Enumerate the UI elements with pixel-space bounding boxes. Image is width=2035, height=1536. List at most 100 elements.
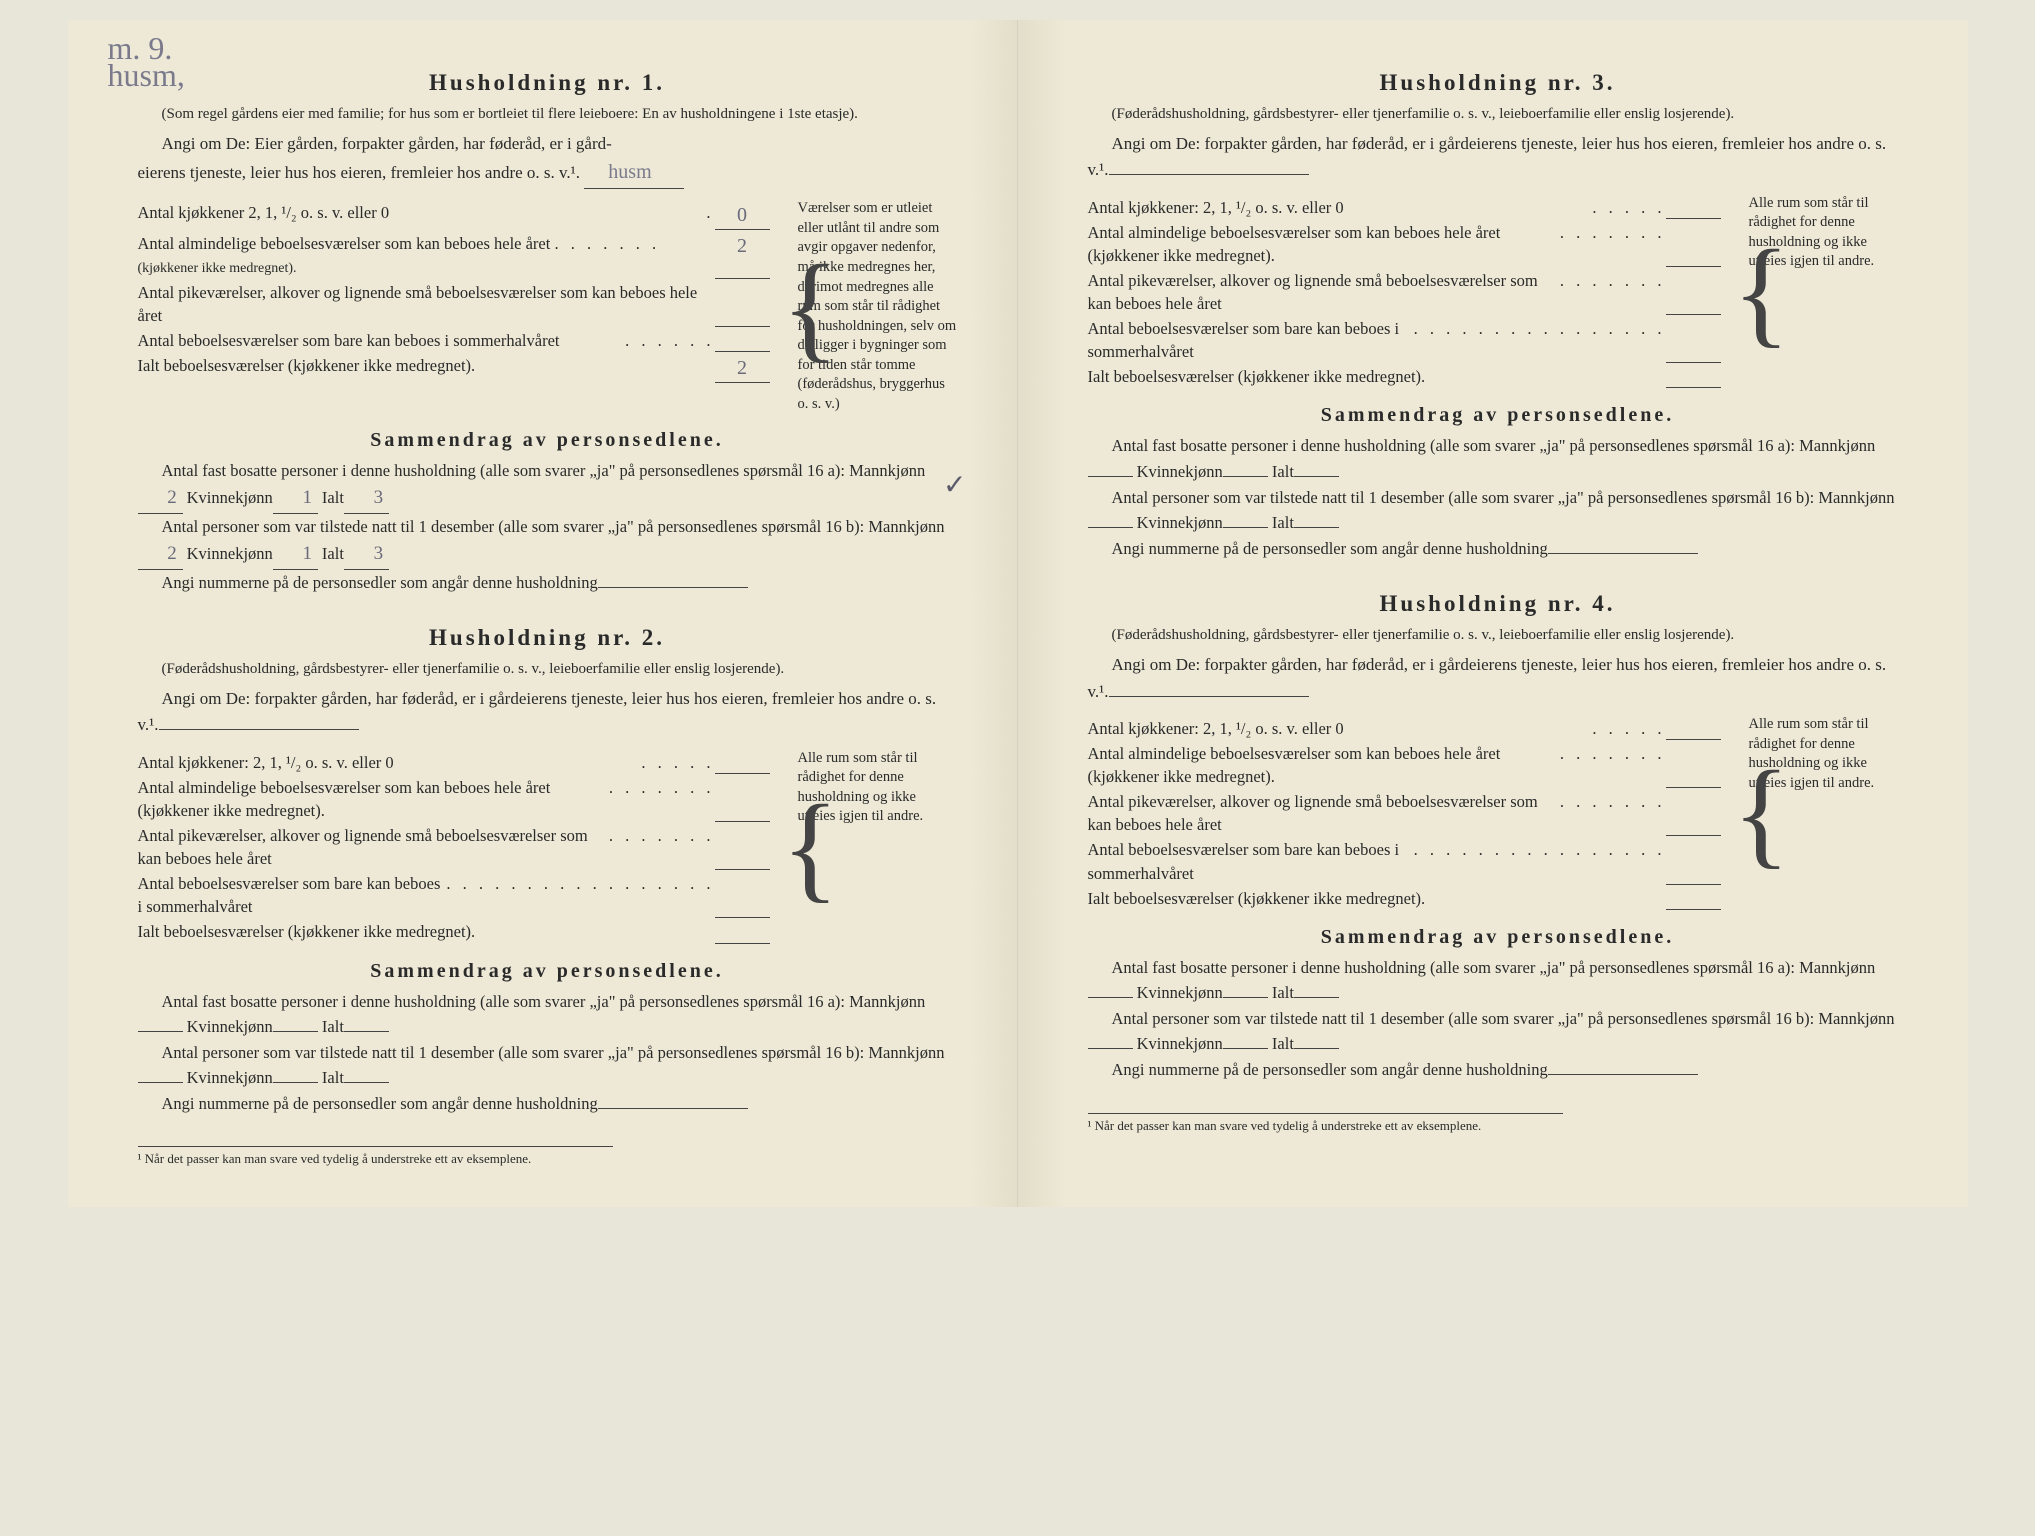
row-value: 0 [715,201,770,230]
rooms-block: Antal kjøkkener 2, 1, ¹/₂ o. s. v. eller… [138,199,957,414]
row-value: 2 [715,232,770,279]
room-row: Antal kjøkkener: 2, 1, ¹/₂ o. s. v. elle… [138,751,770,774]
val-kvinne [1223,997,1268,998]
room-row: Antal beboelsesværelser som bare kan beb… [1088,317,1721,363]
row-value [1666,887,1721,910]
val-ialt [1294,476,1339,477]
row-value [715,872,770,918]
row-value: 2 [715,354,770,383]
row-label: Antal kjøkkener: 2, 1, ¹/₂ o. s. v. elle… [1088,717,1593,740]
left-page: m. 9.husm, Husholdning nr. 1. (Som regel… [68,20,1018,1207]
dots: . . . . . . . [1560,221,1666,267]
row-value [1666,838,1721,884]
dots: . . . . . . . . . . . . . . . . [1414,317,1666,363]
summary-line-2: Antal personer som var tilstede natt til… [1088,485,1908,536]
val-mann: 2 [138,483,183,513]
summary-title: Sammendrag av personsedlene. [1088,926,1908,949]
dots: . . . . . . . [1560,269,1666,315]
summary-line-3: Angi nummerne på de personsedler som ang… [138,570,957,596]
summary-block: ✓ Antal fast bosatte personer i denne hu… [138,458,957,596]
val-kvinne [1223,1048,1268,1049]
summary-line-1: Antal fast bosatte personer i denne hush… [1088,955,1908,1006]
dots: . . . . . . . . . . . . . . . . [1414,838,1666,884]
blank-line [1548,1058,1698,1075]
row-label: Antal almindelige beboelsesværelser som … [138,776,609,822]
room-row-total: Ialt beboelsesværelser (kjøkkener ikke m… [1088,887,1721,910]
summary-title: Sammendrag av personsedlene. [138,960,957,983]
section-title: Husholdning nr. 1. [138,70,957,96]
prompt-line: Angi om De: Eier gården, forpakter gårde… [138,131,957,189]
val-ialt: 3 [344,483,389,513]
row-label: Antal pikeværelser, alkover og lignende … [1088,269,1560,315]
dots: . [706,201,714,230]
brace-icon: { [782,199,794,414]
section-title: Husholdning nr. 2. [138,625,957,651]
brace-icon: { [782,749,794,946]
val-mann [1088,1048,1133,1049]
summary-line-2: Antal personer som var tilstede natt til… [138,514,957,570]
room-row: Antal kjøkkener: 2, 1, ¹/₂ o. s. v. elle… [1088,717,1721,740]
section-title: Husholdning nr. 3. [1088,70,1908,96]
side-note: { Værelser som er utleiet eller utlånt t… [782,199,957,414]
row-value [1666,717,1721,740]
row-value [715,329,770,352]
val-mann [1088,527,1133,528]
side-note: { Alle rum som står til rådighet for den… [1733,715,1908,912]
household-2: Husholdning nr. 2. (Føderådshusholdning,… [138,625,957,1116]
val-mann [1088,476,1133,477]
val-ialt [1294,1048,1339,1049]
row-label: Ialt beboelsesværelser (kjøkkener ikke m… [138,354,715,383]
right-page: Husholdning nr. 3. (Føderådshusholdning,… [1018,20,1968,1207]
row-label: Antal beboelsesværelser som bare kan beb… [1088,317,1414,363]
dots: . . . . . . . [1560,790,1666,836]
val-mann: 2 [138,539,183,569]
rooms-list: Antal kjøkkener: 2, 1, ¹/₂ o. s. v. elle… [138,749,770,946]
val-mann [1088,997,1133,998]
row-label: Antal pikeværelser, alkover og lignende … [138,281,715,327]
rooms-block: Antal kjøkkener: 2, 1, ¹/₂ o. s. v. elle… [1088,194,1908,391]
summary-line-3: Angi nummerne på de personsedler som ang… [138,1091,957,1117]
blank-line [1109,158,1309,175]
row-label: Antal kjøkkener 2, 1, ¹/₂ o. s. v. eller… [138,201,707,230]
blank-line [598,571,748,588]
room-row: Antal beboelsesværelser som bare kan beb… [138,872,770,918]
dots: . . . . . [641,751,714,774]
row-value [1666,196,1721,219]
prompt-answer: husm [584,157,684,189]
checkmark-icon: ✓ [943,468,966,502]
row-value [715,776,770,822]
room-row: Antal pikeværelser, alkover og lignende … [1088,790,1721,836]
dots: . . . . . . . [1560,742,1666,788]
blank-line [1109,680,1309,697]
row-value [1666,221,1721,267]
room-row: Antal almindelige beboelsesværelser som … [1088,742,1721,788]
side-note: { Alle rum som står til rådighet for den… [1733,194,1908,391]
dots: . . . . . [1592,196,1665,219]
row-label: Ialt beboelsesværelser (kjøkkener ikke m… [1088,887,1666,910]
summary-line-1: Antal fast bosatte personer i denne hush… [138,458,957,514]
prompt-line: Angi om De: forpakter gården, har føderå… [138,686,957,739]
val-kvinne [1223,527,1268,528]
section-note: (Føderådshusholdning, gårdsbestyrer- ell… [138,659,957,680]
row-label: Antal beboelsesværelser som bare kan beb… [1088,838,1414,884]
row-label: Ialt beboelsesværelser (kjøkkener ikke m… [1088,365,1666,388]
val-ialt [344,1082,389,1083]
rooms-block: Antal kjøkkener: 2, 1, ¹/₂ o. s. v. elle… [1088,715,1908,912]
dots: . . . . . . . . . . . . . . . . . [446,872,714,918]
dots: . . . . . . [625,329,714,352]
household-1: Husholdning nr. 1. (Som regel gårdens ei… [138,70,957,595]
row-value [1666,365,1721,388]
blank-line [1548,537,1698,554]
blank-line [598,1092,748,1109]
row-label: Antal kjøkkener: 2, 1, ¹/₂ o. s. v. elle… [138,751,642,774]
val-ialt: 3 [344,539,389,569]
row-label: Antal beboelsesværelser som bare kan beb… [138,872,447,918]
row-value [715,751,770,774]
val-mann [138,1031,183,1032]
household-4: Husholdning nr. 4. (Føderådshusholdning,… [1088,591,1908,1082]
section-title: Husholdning nr. 4. [1088,591,1908,617]
prompt-text-2: eierens tjeneste, leier hus hos eieren, … [138,163,581,182]
room-row: Antal kjøkkener: 2, 1, ¹/₂ o. s. v. elle… [1088,196,1721,219]
val-kvinne [273,1031,318,1032]
val-kvinne: 1 [273,539,318,569]
